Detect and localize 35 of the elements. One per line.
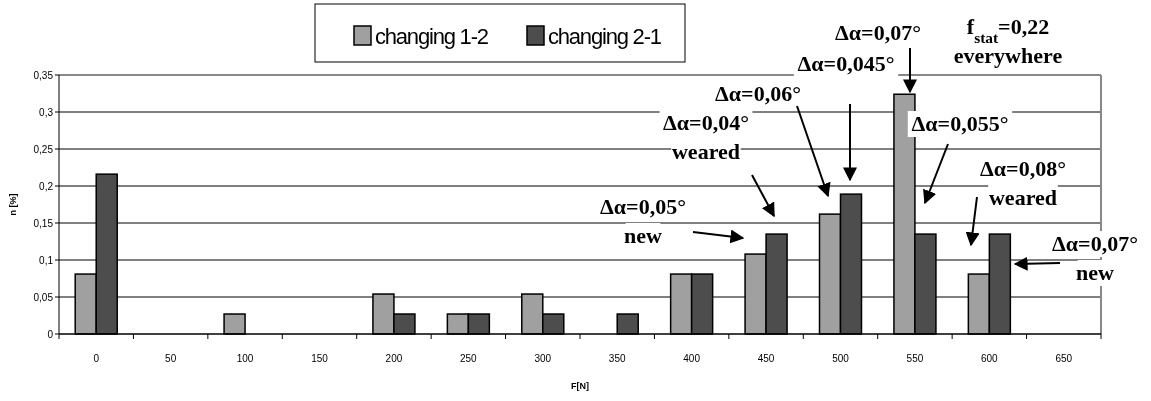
- x-tick-label: 50: [165, 353, 177, 364]
- y-tick-label: 0: [47, 328, 54, 340]
- x-tick-label: 650: [1055, 353, 1073, 364]
- legend-label: changing 1-2: [375, 24, 489, 49]
- x-axis-title: F[N]: [571, 381, 589, 391]
- text: Δα=0,07°: [835, 20, 921, 45]
- y-tick-label: 0,3: [39, 106, 54, 118]
- annotation: Δα=0,05° new: [600, 194, 686, 248]
- x-tick-label: 350: [608, 353, 626, 364]
- annotation: Δα=0,055°: [911, 111, 1009, 136]
- x-tick-label: 600: [981, 353, 999, 364]
- y-axis-title: n [%]: [8, 193, 18, 216]
- annotation: Δα=0,07° new: [1052, 231, 1138, 285]
- y-tick-label: 0,35: [33, 69, 54, 81]
- annotation: Δα=0,04° weared: [663, 110, 749, 164]
- x-tick-label: 550: [906, 353, 924, 364]
- x-tick-label: 250: [460, 353, 478, 364]
- text: f$_{stat}$=0,22 everywhere: [953, 14, 1063, 68]
- y-tick-label: 0,25: [33, 143, 54, 155]
- annotation: Δα=0,045°: [797, 51, 895, 76]
- x-tick-label: 450: [757, 353, 775, 364]
- x-tick-label: 0: [93, 353, 100, 364]
- x-tick-label: 150: [311, 353, 329, 364]
- annotation: Δα=0,06°: [715, 81, 801, 106]
- y-tick-label: 0,2: [39, 180, 54, 192]
- x-tick-label: 400: [683, 353, 701, 364]
- legend-label: changing 2-1: [548, 24, 662, 49]
- x-tick-label: 100: [236, 353, 254, 364]
- y-tick-label: 0,15: [33, 217, 54, 229]
- x-tick-label: 300: [534, 353, 552, 364]
- x-tick-label: 200: [385, 353, 403, 364]
- y-tick-label: 0,05: [33, 291, 54, 303]
- y-tick-label: 0,1: [39, 254, 54, 266]
- annotation: Δα=0,08° weared: [980, 156, 1066, 210]
- x-tick-label: 500: [832, 353, 850, 364]
